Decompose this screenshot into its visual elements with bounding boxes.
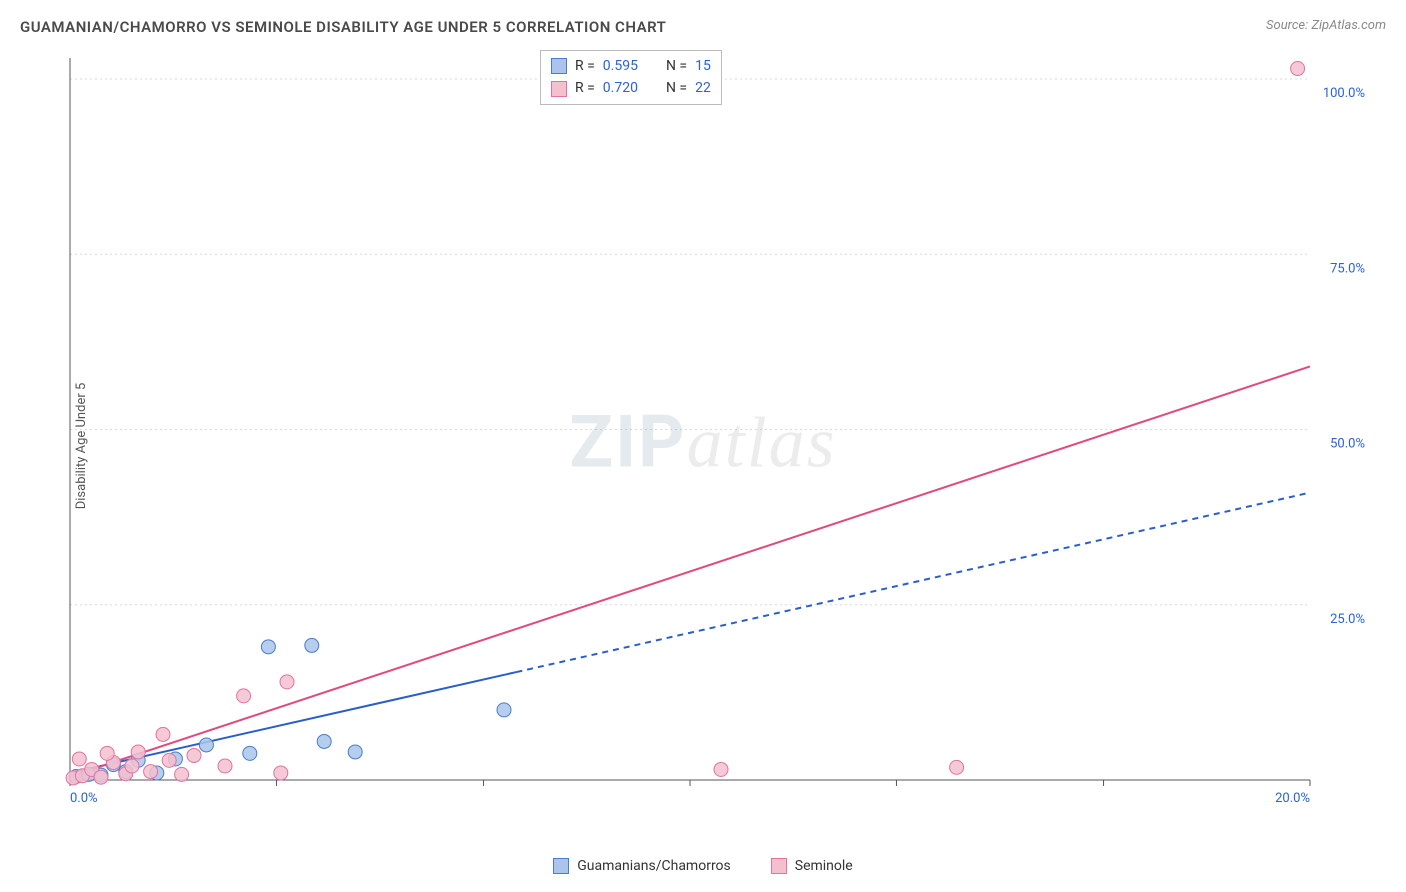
r-label: R = bbox=[575, 77, 595, 99]
point-seminole bbox=[94, 770, 108, 784]
plot-area: 25.0% 50.0% 75.0% 100.0% 0.0% 20.0% bbox=[60, 50, 1380, 820]
point-seminole bbox=[218, 759, 232, 773]
point-seminole bbox=[125, 759, 139, 773]
r-value-guam: 0.595 bbox=[603, 55, 638, 77]
source-credit: Source: ZipAtlas.com bbox=[1266, 18, 1386, 33]
chart-svg: 25.0% 50.0% 75.0% 100.0% 0.0% 20.0% bbox=[60, 50, 1380, 820]
legend-swatch-guam bbox=[553, 858, 569, 874]
point-seminole bbox=[131, 745, 145, 759]
point-guam bbox=[199, 738, 213, 752]
r-label: R = bbox=[575, 55, 595, 77]
y-tick-label: 50.0% bbox=[1330, 437, 1365, 452]
y-tick-label: 25.0% bbox=[1330, 612, 1365, 627]
x-tick-label: 20.0% bbox=[1275, 791, 1310, 806]
point-seminole bbox=[144, 765, 158, 779]
regression-line-guam-extrap bbox=[516, 493, 1310, 672]
legend-stat-row-guam: R = 0.595 N = 15 bbox=[551, 55, 711, 77]
legend-series: Guamanians/Chamorros Seminole bbox=[0, 858, 1406, 874]
legend-item-seminole: Seminole bbox=[771, 858, 853, 874]
point-seminole bbox=[950, 760, 964, 774]
point-seminole bbox=[1291, 62, 1305, 76]
point-guam bbox=[317, 734, 331, 748]
regression-line-seminole bbox=[70, 366, 1310, 776]
legend-stat-row-seminole: R = 0.720 N = 22 bbox=[551, 77, 711, 99]
point-seminole bbox=[274, 766, 288, 780]
legend-label-seminole: Seminole bbox=[795, 858, 853, 874]
chart-title: GUAMANIAN/CHAMORRO VS SEMINOLE DISABILIT… bbox=[20, 18, 666, 36]
legend-swatch-seminole bbox=[551, 81, 567, 97]
point-guam bbox=[243, 746, 257, 760]
x-tick-label: 0.0% bbox=[70, 791, 98, 806]
r-value-seminole: 0.720 bbox=[603, 77, 638, 99]
point-seminole bbox=[187, 748, 201, 762]
point-seminole bbox=[280, 675, 294, 689]
legend-item-guam: Guamanians/Chamorros bbox=[553, 858, 731, 874]
point-seminole bbox=[100, 746, 114, 760]
point-seminole bbox=[156, 727, 170, 741]
n-label: N = bbox=[666, 77, 687, 99]
y-tick-label: 100.0% bbox=[1323, 86, 1365, 101]
point-seminole bbox=[162, 753, 176, 767]
point-seminole bbox=[72, 752, 86, 766]
n-value-seminole: 22 bbox=[695, 77, 711, 99]
point-guam bbox=[497, 703, 511, 717]
point-seminole bbox=[175, 767, 189, 781]
point-guam bbox=[305, 638, 319, 652]
point-seminole bbox=[237, 689, 251, 703]
point-guam bbox=[348, 745, 362, 759]
legend-label-guam: Guamanians/Chamorros bbox=[577, 858, 731, 874]
y-tick-label: 75.0% bbox=[1330, 261, 1365, 276]
n-label: N = bbox=[666, 55, 687, 77]
legend-correlation-box: R = 0.595 N = 15 R = 0.720 N = 22 bbox=[540, 50, 722, 105]
legend-swatch-guam bbox=[551, 58, 567, 74]
legend-swatch-seminole bbox=[771, 858, 787, 874]
n-value-guam: 15 bbox=[695, 55, 711, 77]
point-seminole bbox=[714, 762, 728, 776]
point-guam bbox=[261, 640, 275, 654]
